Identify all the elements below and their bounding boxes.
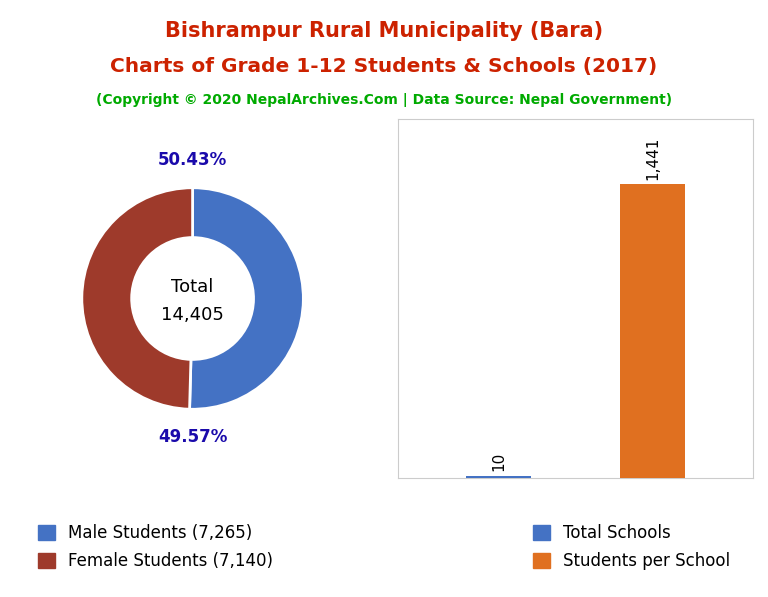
Text: 14,405: 14,405	[161, 306, 224, 324]
Text: 10: 10	[491, 452, 506, 471]
Text: Charts of Grade 1-12 Students & Schools (2017): Charts of Grade 1-12 Students & Schools …	[111, 57, 657, 76]
Text: 49.57%: 49.57%	[158, 428, 227, 446]
Text: (Copyright © 2020 NepalArchives.Com | Data Source: Nepal Government): (Copyright © 2020 NepalArchives.Com | Da…	[96, 93, 672, 106]
Legend: Total Schools, Students per School: Total Schools, Students per School	[526, 518, 737, 577]
Bar	[620, 184, 685, 478]
Text: 1,441: 1,441	[645, 136, 660, 180]
Wedge shape	[190, 187, 303, 410]
Legend: Male Students (7,265), Female Students (7,140): Male Students (7,265), Female Students (…	[31, 518, 280, 577]
Text: Total: Total	[171, 278, 214, 297]
Text: Bishrampur Rural Municipality (Bara): Bishrampur Rural Municipality (Bara)	[165, 21, 603, 41]
Wedge shape	[82, 187, 193, 409]
Text: 50.43%: 50.43%	[158, 151, 227, 169]
Bar	[466, 476, 531, 478]
